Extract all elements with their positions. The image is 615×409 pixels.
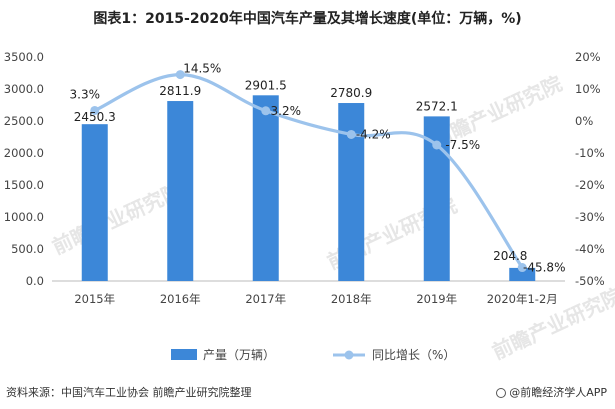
growth-line (93, 72, 524, 270)
line-value-label: -7.5% (445, 138, 480, 152)
right-axis-tick-label: 10% (575, 82, 601, 96)
left-axis-tick-label: 3000.0 (4, 82, 44, 96)
bar-value-label: 2901.5 (245, 78, 287, 92)
legend-bar-label: 产量（万辆） (203, 348, 275, 362)
growth-point (175, 70, 185, 80)
x-axis-tick-label: 2015年 (74, 292, 115, 306)
growth-point (432, 140, 442, 150)
brand-credit: @前瞻经济学人APP (496, 384, 607, 400)
left-axis-tick-label: 1500.0 (4, 178, 44, 192)
brand-text: @前瞻经济学人APP (509, 386, 607, 399)
right-axis-tick-label: 20% (575, 50, 601, 64)
bar-value-label: 2780.9 (330, 86, 372, 100)
left-axis-tick-label: 3500.0 (4, 50, 44, 64)
bar-production (167, 101, 194, 282)
legend-bar-swatch (171, 349, 197, 360)
bar-production (81, 124, 108, 281)
right-axis-tick-label: -50% (575, 274, 605, 288)
right-axis-tick-label: -20% (575, 178, 605, 192)
x-axis-tick-label: 2018年 (331, 292, 372, 306)
x-axis-tick-label: 2019年 (416, 292, 457, 306)
growth-point (517, 263, 527, 273)
right-axis-tick-label: -10% (575, 146, 605, 160)
bar-production (252, 95, 279, 281)
bar-value-label: 2811.9 (159, 84, 201, 98)
x-axis-tick-label: 2016年 (160, 292, 201, 306)
left-axis-tick-label: 2500.0 (4, 114, 44, 128)
legend-line-label: 同比增长（%） (372, 348, 455, 362)
chart-title: 图表1：2015-2020年中国汽车产量及其增长速度(单位：万辆，%) (93, 11, 522, 27)
line-value-label: -4.2% (356, 127, 391, 141)
line-value-label: 3.2% (271, 104, 302, 118)
left-axis-tick-label: 0.0 (26, 274, 44, 288)
left-axis-tick-label: 1000.0 (4, 210, 44, 224)
line-value-label: 3.3% (70, 87, 101, 101)
right-axis-tick-label: -30% (575, 210, 605, 224)
legend-line-marker (344, 350, 354, 360)
brand-logo-icon (496, 388, 507, 398)
right-axis-tick-label: 0% (575, 114, 593, 128)
bar-value-label: 204.8 (493, 249, 527, 263)
growth-point (261, 106, 271, 116)
line-value-label: 14.5% (183, 62, 221, 76)
bar-value-label: 2450.3 (74, 110, 116, 124)
watermark-text: 前瞻产业研究院 (49, 178, 186, 259)
source-note: 资料来源：中国汽车工业协会 前瞻产业研究院整理 (6, 386, 252, 399)
left-axis-tick-label: 2000.0 (4, 146, 44, 160)
line-value-label: -45.8% (523, 261, 565, 275)
x-axis-tick-label: 2020年1-2月 (487, 292, 558, 306)
bar-production (509, 267, 536, 281)
right-axis-tick-label: -40% (575, 242, 605, 256)
growth-point (346, 129, 356, 139)
x-axis-tick-label: 2017年 (245, 292, 286, 306)
bar-value-label: 2572.1 (416, 99, 458, 113)
growth-point (90, 105, 100, 115)
left-axis-tick-label: 500.0 (11, 242, 44, 256)
